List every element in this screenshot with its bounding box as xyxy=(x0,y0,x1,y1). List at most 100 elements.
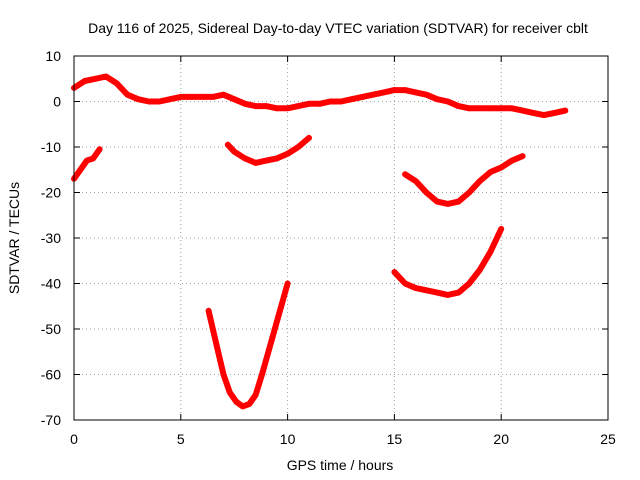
data-point xyxy=(413,285,419,291)
data-point xyxy=(445,292,451,298)
data-point xyxy=(259,372,265,377)
grid-lines xyxy=(74,56,608,420)
data-point xyxy=(391,269,397,275)
data-point xyxy=(242,155,248,161)
data-point xyxy=(272,326,278,332)
data-point xyxy=(466,190,472,195)
data-point xyxy=(199,94,205,100)
data-point xyxy=(488,169,493,175)
data-point xyxy=(498,105,504,111)
data-point xyxy=(253,160,259,166)
x-tick-label: 15 xyxy=(387,431,403,447)
data-point xyxy=(477,178,483,184)
data-point xyxy=(242,101,248,107)
data-point xyxy=(445,201,451,207)
series-arc-8h-deep-noise xyxy=(207,284,289,408)
data-point xyxy=(253,392,259,398)
data-point xyxy=(231,149,237,155)
data-point xyxy=(246,401,252,407)
data-point xyxy=(225,142,231,148)
data-point xyxy=(541,112,547,118)
data-point xyxy=(423,287,429,293)
data-point xyxy=(265,349,271,355)
data-point xyxy=(359,94,365,100)
data-point xyxy=(370,92,376,98)
data-point xyxy=(381,89,387,95)
data-point xyxy=(456,290,461,296)
data-point xyxy=(210,94,216,100)
axis-ticks: 10 0 -10 -20 -30 -40 -50 -60 -70 0 5 10 15 20 25 xyxy=(41,48,616,447)
data-point xyxy=(552,110,558,116)
y-tick-label: -20 xyxy=(41,185,61,201)
x-axis-label: GPS time / hours xyxy=(287,457,394,473)
data-point xyxy=(402,171,408,177)
data-point xyxy=(456,103,461,109)
data-point xyxy=(233,399,239,405)
data-point xyxy=(114,80,120,86)
x-tick-label: 5 xyxy=(177,431,185,447)
y-tick-label: -60 xyxy=(41,367,61,383)
data-point xyxy=(434,96,440,102)
data-point xyxy=(210,326,216,332)
y-axis-label: SDTVAR / TECUs xyxy=(6,182,22,294)
data-point xyxy=(146,99,152,104)
series-arc-17h-deep-noise xyxy=(393,225,503,298)
data-point xyxy=(402,87,408,93)
data-point xyxy=(509,105,515,111)
data-point xyxy=(509,158,515,164)
data-point xyxy=(206,308,212,314)
data-point xyxy=(227,390,233,396)
data-point xyxy=(274,105,280,111)
data-point xyxy=(423,92,429,98)
data-point xyxy=(317,101,323,107)
data-point xyxy=(285,281,291,286)
y-tick-label: 10 xyxy=(45,48,61,64)
data-point xyxy=(562,108,568,114)
data-point xyxy=(77,167,83,173)
y-tick-label: 0 xyxy=(53,94,61,110)
y-tick-label: -50 xyxy=(41,321,61,337)
y-tick-label: -30 xyxy=(41,230,61,246)
data-point xyxy=(306,135,312,141)
data-point xyxy=(285,151,291,157)
data-point xyxy=(221,372,226,377)
data-point xyxy=(90,155,96,161)
data-point xyxy=(498,226,504,232)
data-point xyxy=(456,199,461,205)
data-point xyxy=(530,110,536,116)
x-tick-label: 10 xyxy=(280,431,296,447)
data-point xyxy=(278,303,284,309)
data-point xyxy=(349,96,355,102)
data-point xyxy=(178,94,184,100)
data-point xyxy=(520,153,526,159)
data-point xyxy=(338,99,344,104)
data-point xyxy=(189,94,194,100)
data-point xyxy=(466,281,472,286)
series-arc-17h-shallow-noise xyxy=(404,157,524,205)
data-point xyxy=(240,403,246,409)
data-point xyxy=(477,267,483,273)
data-point xyxy=(135,96,141,102)
data-point xyxy=(466,105,472,111)
data-point xyxy=(92,76,98,82)
x-tick-label: 25 xyxy=(600,431,616,447)
series-arc-8h-deep xyxy=(205,280,291,410)
x-tick-label: 20 xyxy=(493,431,509,447)
data-point xyxy=(285,105,291,111)
data-point xyxy=(295,144,301,150)
y-tick-label: -40 xyxy=(41,276,61,292)
data-point xyxy=(402,281,408,286)
x-tick-label: 0 xyxy=(70,431,78,447)
data-point xyxy=(295,103,301,109)
data-point xyxy=(274,155,280,161)
data-point xyxy=(434,290,440,296)
data-point xyxy=(97,146,103,152)
data-point xyxy=(263,103,269,109)
data-point xyxy=(103,74,109,79)
data-point xyxy=(488,105,493,111)
data-point xyxy=(445,99,451,104)
data-point xyxy=(327,99,333,104)
data-point xyxy=(391,87,397,93)
data-point xyxy=(477,105,483,111)
data-point xyxy=(124,92,130,98)
